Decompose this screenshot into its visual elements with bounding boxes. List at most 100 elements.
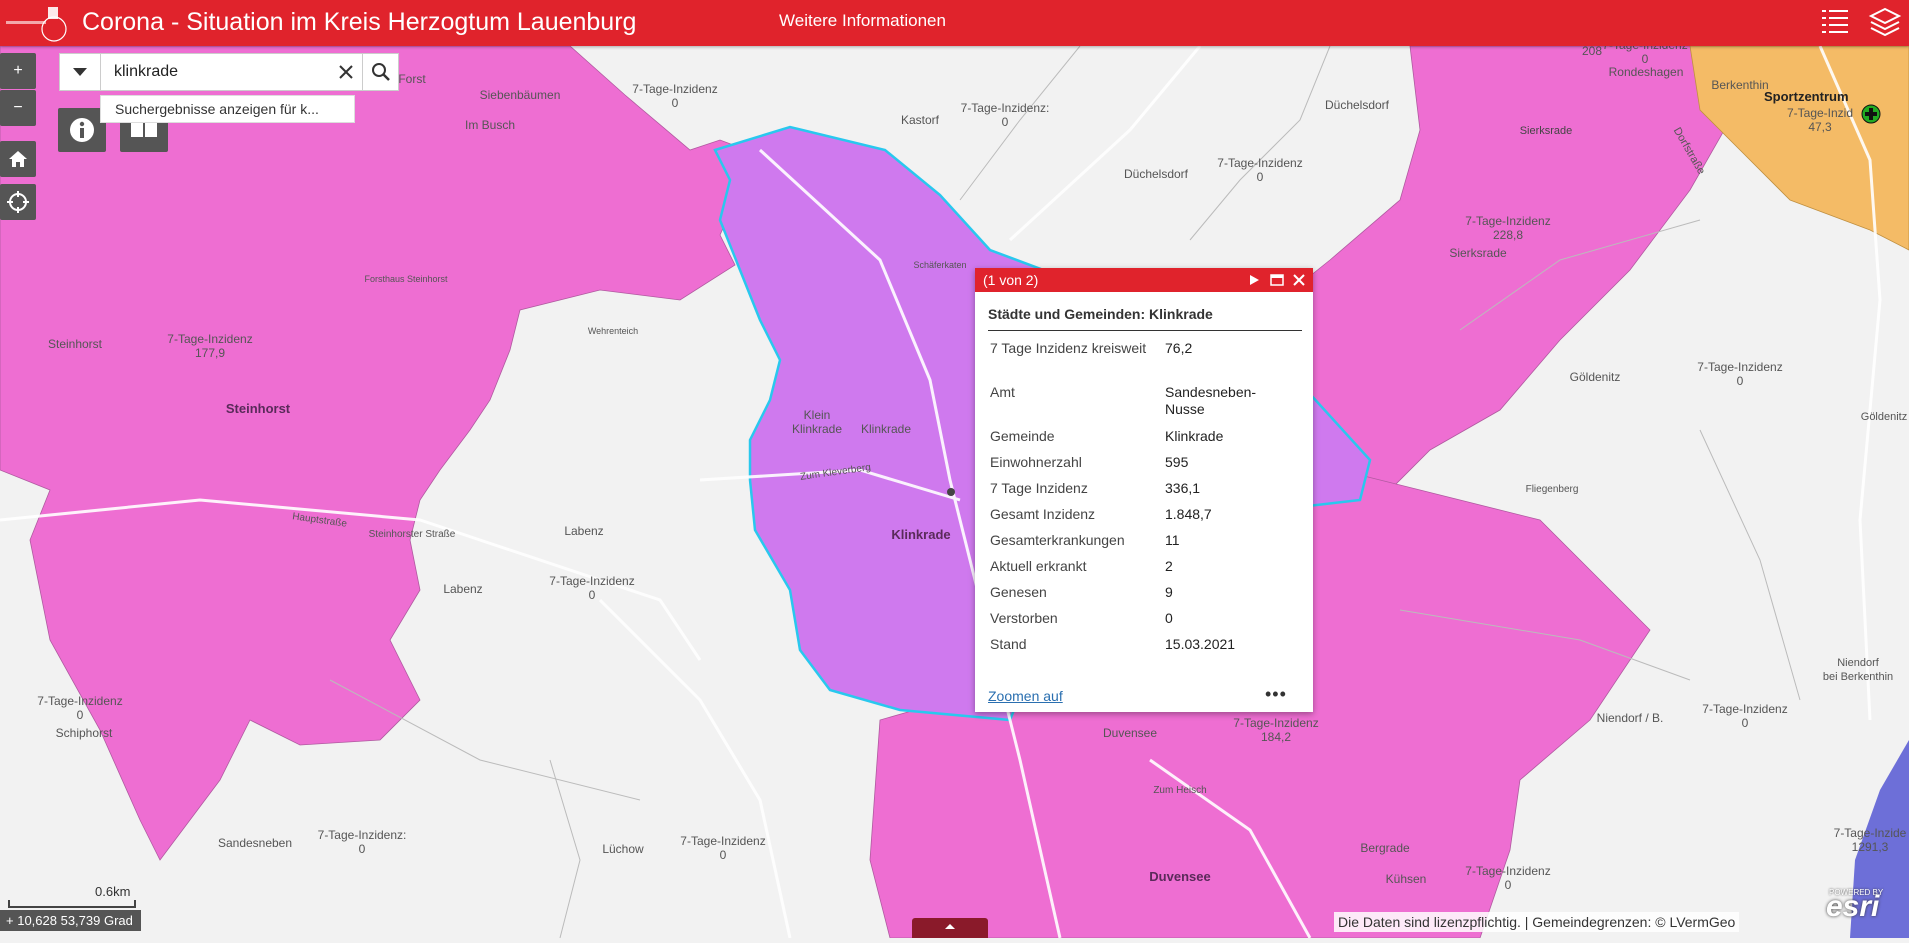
scale-label: 0.6km — [95, 884, 131, 899]
map-label: 7-Tage-Inzide 1291,3 — [1833, 826, 1907, 854]
map-label: Zum Heisch — [1153, 785, 1207, 796]
attribute-value: Klinkrade — [1165, 428, 1224, 444]
map-label: Labenz — [564, 524, 604, 538]
search-clear-button[interactable] — [330, 54, 363, 90]
map-label: Niendorf / B. — [1596, 711, 1664, 725]
more-actions-button[interactable]: ••• — [1265, 684, 1287, 704]
map-label: Siebenbäumen — [479, 88, 561, 102]
feature-popup: (1 von 2) Städte und Gemeinden: Klinkrad… — [975, 268, 1313, 712]
attribute-key: Einwohnerzahl — [990, 454, 1082, 470]
coordinate-readout[interactable]: + 10,628 53,739 Grad — [0, 910, 141, 931]
map-label: Berkenthin — [1711, 78, 1769, 92]
map-label: Labenz — [443, 582, 483, 596]
attribute-value: 76,2 — [1165, 340, 1193, 356]
info-button[interactable] — [58, 108, 106, 152]
more-info-link[interactable]: Weitere Informationen — [779, 11, 946, 30]
panel-toggle-button[interactable] — [912, 918, 988, 938]
attribution: Die Daten sind lizenzpflichtig. | Gemein… — [1334, 912, 1740, 932]
map-label: 7-Tage-Inzidenz 0 — [680, 834, 766, 862]
attribute-value: Sandesneben-Nusse — [1165, 384, 1257, 417]
attribute-key: Gemeinde — [990, 428, 1055, 444]
map-label: 7-Tage-Inzidenz 184,2 — [1233, 716, 1319, 744]
map-label: 7-Tage-Inzidenz: 0 — [317, 828, 407, 856]
search-button[interactable] — [363, 54, 399, 90]
sportzentrum-area — [1689, 46, 1909, 251]
maximize-icon — [1270, 274, 1284, 286]
map-label: Düchelsdorf — [1324, 98, 1390, 112]
map-label: Kühsen — [1385, 872, 1427, 886]
map-label: Fliegenberg — [1525, 484, 1579, 495]
map-label: 7-Tage-Inzid 47,3 — [1786, 106, 1854, 134]
map-label: Wehrenteich — [587, 326, 639, 336]
search-source-dropdown[interactable] — [60, 54, 101, 90]
locate-button[interactable] — [0, 184, 36, 220]
map-label: Steinhorst — [225, 401, 291, 416]
map-label: 7-Tage-Inzidenz 177,9 — [167, 332, 253, 360]
zoom-in-button[interactable]: + — [0, 53, 36, 89]
map-label: Steinhorster Straße — [368, 529, 456, 540]
attribute-key: Gesamt Inzidenz — [990, 506, 1096, 522]
map-view[interactable]: Forst Siebenbäumen Im Busch 7-Tage-Inzid… — [0, 46, 1909, 938]
map-label: Rondeshagen — [1608, 65, 1684, 79]
attribute-value: 15.03.2021 — [1165, 636, 1236, 652]
zoom-to-link[interactable]: Zoomen auf — [988, 688, 1063, 704]
attribute-value: 1.848,7 — [1165, 506, 1212, 522]
map-label: 7-Tage-Inzidenz 0 — [1602, 46, 1687, 66]
map-label: 7-Tage-Inzidenz 0 — [549, 574, 635, 602]
map-label: Klein Klinkrade — [791, 408, 843, 436]
info-icon — [70, 118, 94, 142]
kreis-logo-icon — [6, 7, 67, 42]
search-icon — [372, 63, 390, 81]
attribute-key: 7 Tage Inzidenz kreisweit — [990, 340, 1147, 356]
layers-icon[interactable] — [1868, 5, 1902, 39]
attribute-value: 11 — [1165, 532, 1180, 548]
close-icon — [1293, 274, 1305, 286]
map-label: Steinhorst — [47, 337, 103, 351]
attribute-value: 336,1 — [1165, 480, 1201, 496]
map-label: Sandesneben — [217, 836, 293, 850]
attribute-key: 7 Tage Inzidenz — [990, 480, 1088, 496]
hospital-marker-icon[interactable] — [1861, 104, 1881, 124]
map-label: Forst — [398, 72, 426, 86]
attribute-key: Gesamterkrankungen — [990, 532, 1125, 548]
close-icon — [339, 65, 353, 79]
popup-close-button[interactable] — [1290, 271, 1308, 289]
search-suggestion[interactable]: Suchergebnisse anzeigen für k... — [100, 95, 355, 123]
app-title: Corona - Situation im Kreis Herzogtum La… — [82, 8, 637, 36]
chevron-down-icon — [73, 68, 87, 76]
attribute-key: Stand — [990, 636, 1027, 652]
zoom-out-button[interactable]: − — [0, 90, 36, 126]
map-label: 7-Tage-Inzidenz 0 — [1697, 360, 1783, 388]
home-button[interactable] — [0, 141, 36, 177]
map-label: 7-Tage-Inzidenz 0 — [1702, 702, 1788, 730]
map-label: Sierksrade — [1519, 125, 1573, 137]
play-icon — [1250, 275, 1259, 285]
map-label: Forsthaus Steinhorst — [364, 274, 448, 284]
powered-by-label: POWERED BY — [1829, 888, 1884, 897]
map-label: Duvensee — [1102, 726, 1158, 740]
esri-logo[interactable]: esri — [1826, 890, 1880, 923]
popup-next-button[interactable] — [1245, 271, 1263, 289]
attribute-value: 0 — [1165, 610, 1173, 626]
scale-bar — [8, 900, 136, 908]
map-label: 7-Tage-Inzidenz 0 — [632, 82, 718, 110]
map-label: Duvensee — [1149, 869, 1211, 884]
popup-heading: Städte und Gemeinden: Klinkrade — [988, 306, 1302, 331]
attribute-value: 9 — [1165, 584, 1173, 600]
attribute-key: Verstorben — [990, 610, 1058, 626]
blue-area — [1850, 740, 1909, 938]
map-label: Schäferkaten — [913, 260, 967, 270]
coordinate-icon: + — [6, 913, 18, 928]
map-label: Im Busch — [464, 118, 516, 132]
map-label: Klinkrade — [891, 527, 951, 542]
home-icon — [9, 151, 27, 167]
search-input[interactable] — [108, 54, 384, 90]
map-label-sportzentrum: Sportzentrum — [1764, 89, 1849, 104]
popup-maximize-button[interactable] — [1268, 271, 1286, 289]
map-label: 208 — [1581, 46, 1603, 58]
attribute-value: 2 — [1165, 558, 1173, 574]
grid-icon — [131, 123, 157, 137]
map-label: Bergrade — [1360, 841, 1410, 855]
list-icon[interactable] — [1818, 5, 1852, 39]
map-canvas — [0, 46, 1909, 938]
